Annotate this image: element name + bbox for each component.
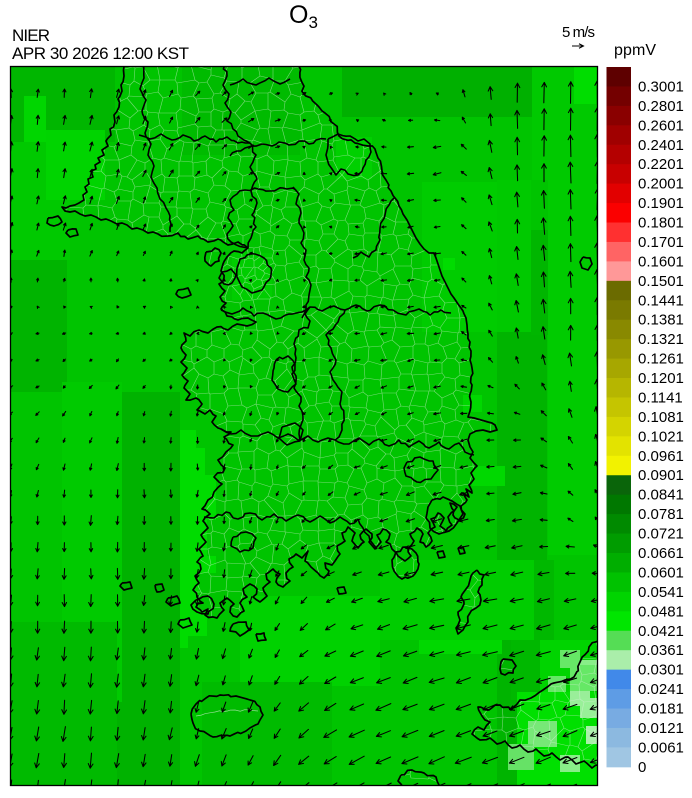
svg-text:0.0841: 0.0841 [638,487,684,504]
svg-text:0.1261: 0.1261 [638,351,684,368]
svg-text:0.0901: 0.0901 [638,467,684,484]
svg-text:0.0301: 0.0301 [638,662,684,679]
svg-text:0.0181: 0.0181 [638,701,684,718]
svg-text:APR 30 2026 12:00 KST: APR 30 2026 12:00 KST [12,44,189,63]
svg-text:ppmV: ppmV [614,42,656,59]
svg-text:0.0961: 0.0961 [638,448,684,465]
svg-text:0.1801: 0.1801 [638,215,684,232]
svg-text:0.0721: 0.0721 [638,526,684,543]
svg-text:0.1321: 0.1321 [638,331,684,348]
svg-text:0.0601: 0.0601 [638,564,684,581]
svg-text:0.1201: 0.1201 [638,370,684,387]
svg-text:0.0061: 0.0061 [638,739,684,756]
svg-text:0.2601: 0.2601 [638,117,684,134]
svg-text:0.0781: 0.0781 [638,506,684,523]
svg-text:0.2801: 0.2801 [638,98,684,115]
svg-text:0.0361: 0.0361 [638,642,684,659]
svg-text:0.0541: 0.0541 [638,584,684,601]
svg-text:5 m/s: 5 m/s [562,24,595,41]
svg-text:0.1701: 0.1701 [638,234,684,251]
svg-text:0.1501: 0.1501 [638,273,684,290]
svg-text:0.0121: 0.0121 [638,720,684,737]
svg-text:0.0241: 0.0241 [638,681,684,698]
svg-text:0.1381: 0.1381 [638,312,684,329]
svg-text:0.3001: 0.3001 [638,78,684,95]
svg-text:0.1441: 0.1441 [638,292,684,309]
svg-text:NIER: NIER [12,26,50,45]
svg-text:0.2201: 0.2201 [638,156,684,173]
svg-text:0.1021: 0.1021 [638,428,684,445]
svg-text:0.0661: 0.0661 [638,545,684,562]
svg-text:0.2401: 0.2401 [638,137,684,154]
svg-text:0.0481: 0.0481 [638,603,684,620]
svg-text:0.1081: 0.1081 [638,409,684,426]
svg-text:0.1901: 0.1901 [638,195,684,212]
svg-text:0.2001: 0.2001 [638,176,684,193]
svg-text:0: 0 [638,759,646,776]
svg-text:0.0421: 0.0421 [638,623,684,640]
svg-text:0.1141: 0.1141 [638,390,683,407]
svg-text:0.1601: 0.1601 [638,253,684,270]
